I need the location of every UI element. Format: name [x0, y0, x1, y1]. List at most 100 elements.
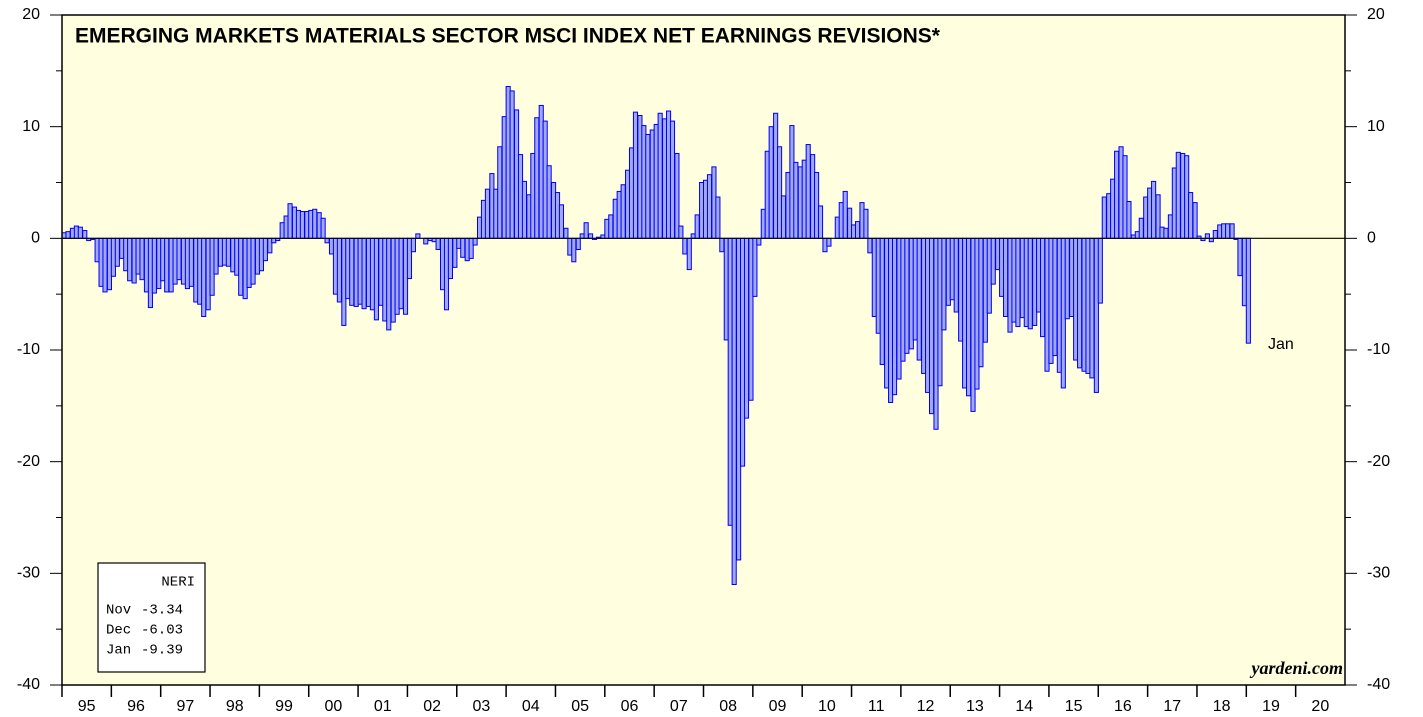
y2-tick-label: -40 [1367, 676, 1390, 693]
bar [826, 237, 832, 247]
bar [867, 237, 873, 254]
bar [521, 180, 528, 239]
bar [854, 221, 861, 239]
y-tick-label: -20 [17, 453, 40, 470]
bar [990, 237, 996, 285]
x-tick-label: 01 [374, 698, 392, 715]
bar [929, 237, 935, 415]
bar [879, 237, 885, 366]
bar [1052, 237, 1058, 357]
bar [657, 112, 663, 239]
bar [386, 237, 392, 331]
bar [916, 237, 922, 361]
bar [558, 204, 565, 239]
bar [752, 237, 758, 297]
bar [373, 237, 379, 321]
bar [1163, 227, 1169, 239]
bar [1175, 151, 1181, 239]
bar [1040, 237, 1046, 338]
bar [1064, 237, 1070, 320]
y2-tick-label: 20 [1367, 6, 1385, 23]
bar [941, 237, 947, 331]
bar [213, 237, 219, 275]
x-tick-label: 06 [621, 698, 639, 715]
bar [225, 237, 231, 267]
bar [262, 237, 268, 262]
bar [77, 226, 83, 239]
legend-box [97, 562, 206, 673]
y2-tick-label: 10 [1367, 118, 1385, 135]
bar [176, 237, 182, 281]
bar [694, 214, 700, 239]
bar [1101, 196, 1107, 239]
bar [201, 237, 207, 317]
bar [1212, 230, 1218, 239]
x-tick-label: 97 [176, 698, 194, 715]
bar [250, 237, 256, 285]
bar [188, 237, 194, 287]
bar [114, 237, 120, 267]
bar [706, 174, 713, 239]
bar [620, 184, 626, 239]
x-tick-label: 05 [571, 698, 589, 715]
bar [127, 237, 133, 282]
bar [682, 237, 688, 255]
bar [472, 237, 478, 246]
x-tick-label: 98 [226, 698, 244, 715]
bar [1192, 202, 1198, 239]
bar [1245, 237, 1251, 344]
bar [287, 203, 293, 239]
bar [102, 237, 108, 293]
bar [805, 144, 811, 239]
bar [1151, 180, 1157, 239]
credit: yardeni.com [1250, 658, 1344, 678]
bar [571, 237, 577, 263]
x-tick-label: 11 [868, 698, 885, 715]
bar [1027, 237, 1033, 330]
bar [447, 237, 453, 280]
bar [484, 188, 491, 239]
x-tick-label: 15 [1065, 698, 1083, 715]
bar [139, 237, 145, 281]
bar [1188, 192, 1194, 239]
bar [743, 237, 750, 419]
bar [891, 237, 898, 396]
x-tick-label: 95 [78, 698, 96, 715]
y-tick-label: -40 [17, 676, 40, 693]
bar [423, 237, 429, 245]
legend-value: -6.03 [141, 623, 183, 639]
annotation: Jan [1268, 336, 1294, 353]
bar [1015, 237, 1021, 328]
x-tick-label: 96 [127, 698, 145, 715]
y-tick-label: 20 [22, 6, 40, 23]
bar [1114, 150, 1120, 239]
bar [164, 237, 170, 293]
bar [336, 237, 342, 303]
bar [669, 120, 676, 239]
bar [82, 230, 88, 239]
y-tick-label: -30 [17, 565, 40, 582]
bar [715, 196, 721, 239]
bar [756, 237, 762, 246]
legend-title: NERI [161, 575, 195, 591]
bar [1126, 200, 1132, 239]
bar [1225, 223, 1231, 239]
x-tick-label: 17 [1163, 698, 1181, 715]
bar [1089, 237, 1095, 379]
plot-background [62, 15, 1345, 685]
bar [349, 237, 355, 306]
y2-tick-label: -10 [1367, 341, 1390, 358]
bar [678, 225, 684, 239]
bar [645, 133, 651, 239]
chart-title: EMERGING MARKETS MATERIALS SECTOR MSCI I… [75, 25, 941, 48]
x-tick-label: 08 [719, 698, 737, 715]
bar [1204, 233, 1210, 239]
x-tick-label: 13 [966, 698, 984, 715]
bar [817, 205, 824, 239]
bar [1003, 237, 1009, 317]
bar [509, 90, 515, 239]
bar [863, 208, 869, 239]
bar [953, 237, 959, 313]
y2-tick-label: -30 [1367, 565, 1390, 582]
